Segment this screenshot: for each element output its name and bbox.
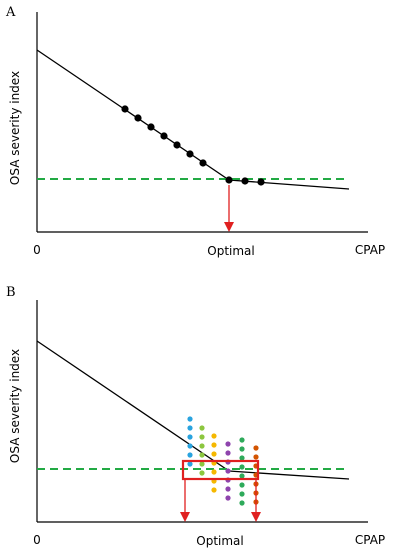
panel-a-point — [199, 159, 207, 167]
panel-b-optimal-label: Optimal — [196, 534, 243, 548]
panel-b-range-start-arrow — [180, 480, 190, 522]
panel-b-x-axis-label: CPAP — [355, 533, 385, 547]
panel-b-dot — [187, 452, 193, 458]
panel-b-letter: B — [6, 285, 16, 300]
panel-b-dot — [239, 473, 245, 479]
panel-b-dot — [239, 464, 245, 470]
panel-b-dot — [239, 455, 245, 461]
panel-b-dot — [253, 454, 259, 460]
panel-a-x-axis-label: CPAP — [355, 243, 385, 257]
panel-b-response-curve — [36, 340, 350, 480]
panel-b-dot — [187, 416, 193, 422]
panel-b-dot — [187, 434, 193, 440]
panel-b-dot — [225, 495, 231, 501]
panel-a-point — [147, 123, 155, 131]
panel-b-dot — [239, 482, 245, 488]
panel-b-dot — [211, 451, 217, 457]
panel-a-point — [134, 114, 142, 122]
panel-a-point — [173, 141, 181, 149]
panel-b-range-end-arrow — [251, 480, 261, 522]
panel-b-dot — [211, 442, 217, 448]
panel-a-point — [241, 177, 249, 185]
panel-b-dot — [225, 441, 231, 447]
panel-a-titration-points — [121, 105, 265, 186]
panel-b-dot — [239, 437, 245, 443]
panel-b-optimal-range-box — [181, 459, 260, 481]
panel-a: A OSA severity index 0 Optimal — [5, 5, 385, 258]
panel-b-dot — [187, 425, 193, 431]
panel-a-letter: A — [5, 5, 16, 20]
panel-b-dot — [253, 445, 259, 451]
panel-b-dot — [239, 446, 245, 452]
panel-b-dot-cloud — [187, 416, 259, 506]
panel-b-dot — [239, 500, 245, 506]
panel-a-point — [160, 132, 168, 140]
panel-b-dot — [199, 434, 205, 440]
panel-b-dot — [225, 450, 231, 456]
panel-a-point — [225, 176, 233, 184]
panel-b-dot — [187, 461, 193, 467]
panel-b: B OSA severity index 0 Optimal CPAP — [6, 285, 385, 548]
panel-a-optimal-arrow — [224, 185, 234, 232]
panel-b-dot — [211, 469, 217, 475]
panel-b-dot — [199, 452, 205, 458]
panel-b-dot — [225, 468, 231, 474]
panel-b-dot — [199, 461, 205, 467]
panel-b-dot — [199, 443, 205, 449]
panel-a-y-axis-label: OSA severity index — [8, 71, 22, 185]
panel-a-response-curve — [36, 49, 350, 190]
panel-a-point — [257, 178, 265, 186]
panel-b-dot — [225, 486, 231, 492]
panel-a-optimal-label: Optimal — [207, 244, 254, 258]
panel-a-point — [186, 150, 194, 158]
panel-b-dot — [211, 487, 217, 493]
panel-a-x-origin-label: 0 — [33, 243, 41, 257]
panel-b-dot — [211, 433, 217, 439]
panel-b-dot — [199, 470, 205, 476]
panel-b-x-origin-label: 0 — [33, 533, 41, 547]
panel-b-dot — [187, 443, 193, 449]
panel-a-point — [121, 105, 129, 113]
panel-b-dot — [239, 491, 245, 497]
panel-b-y-axis-label: OSA severity index — [8, 349, 22, 463]
panel-b-dot — [199, 425, 205, 431]
